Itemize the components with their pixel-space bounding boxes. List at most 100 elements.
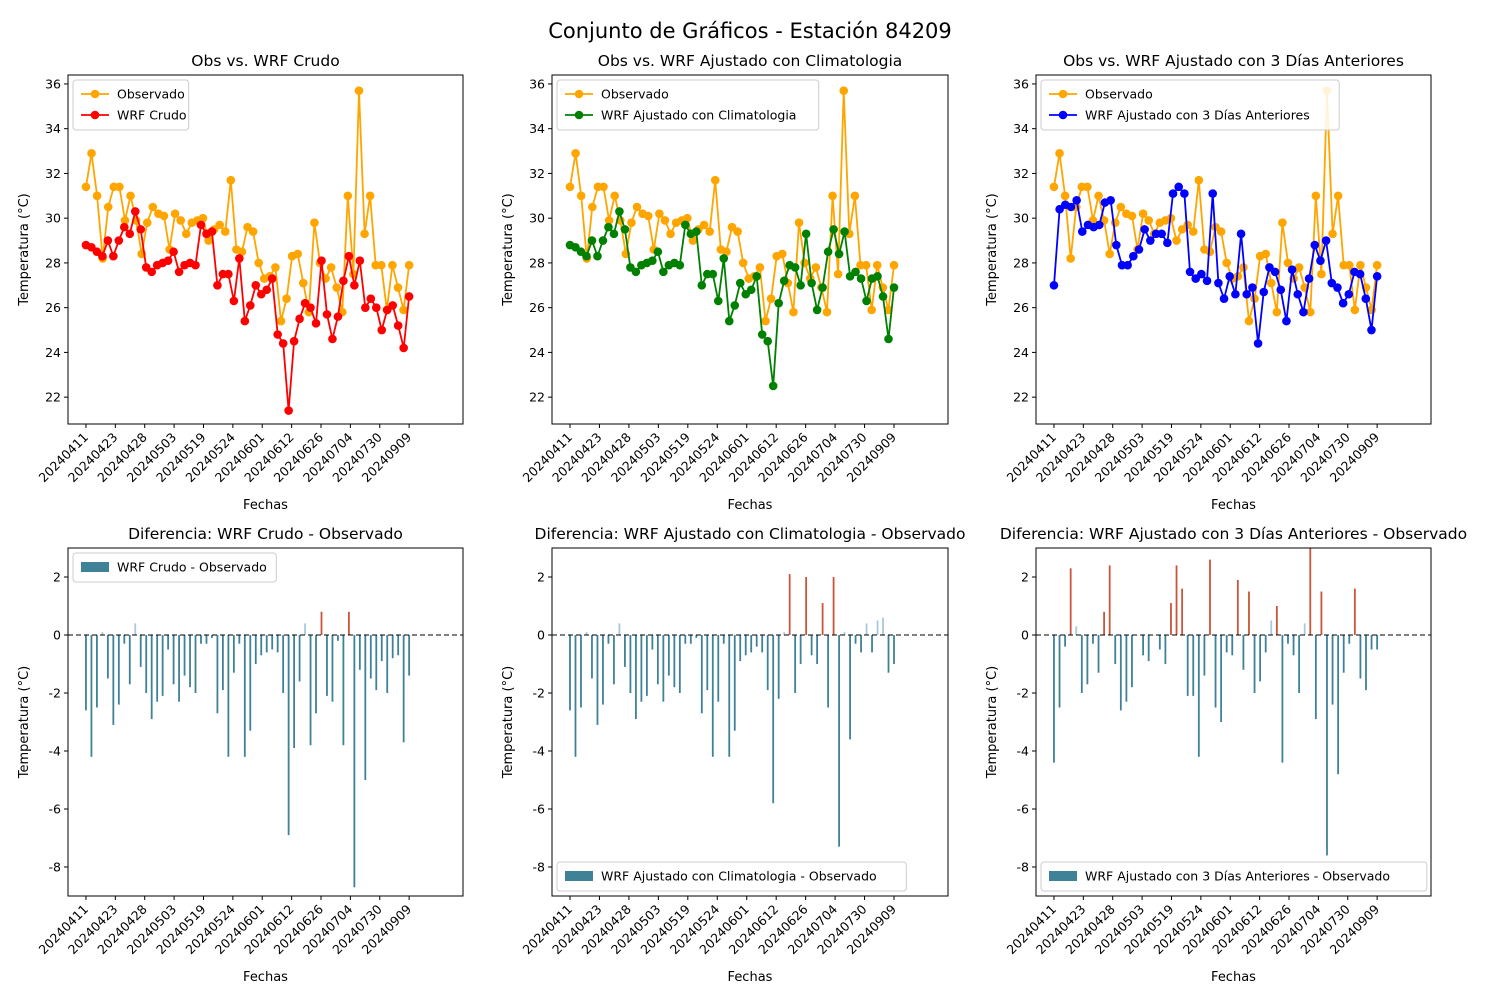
- series-point-1: [361, 303, 370, 312]
- bar: [298, 635, 301, 682]
- bar: [205, 635, 208, 644]
- series-point-1: [1299, 307, 1308, 317]
- series-point-0: [1244, 316, 1254, 326]
- bar: [1225, 635, 1228, 653]
- series-point-0: [699, 220, 709, 230]
- series-point-1: [355, 256, 365, 265]
- series-point-1: [1248, 283, 1257, 292]
- bar: [402, 635, 405, 743]
- y-tick-label: 26: [1013, 300, 1029, 315]
- y-axis-label: Temperatura (°C): [501, 193, 516, 306]
- series-point-0: [198, 213, 208, 223]
- series-line-1: [1053, 185, 1378, 344]
- bar: [656, 635, 659, 685]
- series-point-0: [293, 249, 302, 259]
- bar: [320, 611, 323, 635]
- series-point-0: [1344, 260, 1354, 270]
- series-point-1: [659, 267, 668, 277]
- series-point-0: [226, 175, 236, 185]
- legend-label: Observado: [1085, 87, 1153, 102]
- series-point-1: [240, 316, 250, 326]
- series-point-1: [1123, 260, 1132, 270]
- bar: [397, 635, 400, 656]
- series-point-1: [1344, 289, 1354, 299]
- legend-marker: [90, 89, 100, 99]
- series-point-1: [856, 274, 866, 283]
- bar: [1175, 565, 1178, 635]
- bar: [1053, 635, 1055, 763]
- series-point-1: [620, 225, 630, 234]
- series-point-0: [298, 278, 308, 288]
- series-point-0: [872, 260, 882, 270]
- bar: [662, 635, 665, 702]
- legend-box: [72, 552, 277, 583]
- series-point-1: [317, 256, 326, 265]
- series-point-0: [399, 305, 408, 315]
- series-point-1: [653, 247, 663, 257]
- bar: [634, 635, 637, 720]
- y-tick-label: 32: [45, 166, 61, 181]
- bar: [684, 635, 687, 644]
- series-point-0: [688, 236, 698, 245]
- bar: [849, 635, 851, 740]
- y-tick-label: 24: [529, 345, 545, 360]
- series-point-1: [1146, 236, 1155, 245]
- series-point-1: [1225, 272, 1235, 281]
- x-axis-label: Fechas: [1211, 970, 1256, 985]
- series-point-1: [196, 220, 206, 230]
- series-point-1: [724, 316, 734, 326]
- series-point-0: [81, 182, 91, 192]
- y-tick-label: -4: [533, 744, 546, 759]
- series-point-0: [833, 269, 843, 279]
- bar: [161, 635, 164, 696]
- series-point-1: [1134, 245, 1144, 254]
- bar: [865, 623, 868, 635]
- legend-label: WRF Crudo - Observado: [117, 560, 267, 575]
- bar: [1253, 635, 1256, 693]
- legend-label: WRF Ajustado con 3 Días Anteriores: [1085, 108, 1310, 123]
- y-tick-label: -6: [533, 802, 546, 817]
- bar: [629, 635, 632, 693]
- series-point-1: [322, 310, 332, 319]
- bar: [1348, 635, 1351, 644]
- series-point-1: [823, 247, 833, 257]
- series-point-1: [1197, 269, 1206, 279]
- series-point-0: [282, 294, 291, 304]
- series-point-0: [722, 247, 731, 257]
- series-point-0: [571, 149, 580, 158]
- legend-label: WRF Ajustado con Climatologia - Observad…: [601, 869, 877, 884]
- bar: [816, 635, 819, 664]
- series-point-1: [229, 296, 239, 306]
- series-point-0: [404, 260, 414, 270]
- series-point-1: [350, 280, 359, 290]
- series-point-1: [163, 256, 173, 265]
- legend: WRF Ajustado con 3 Días Anteriores - Obs…: [1040, 861, 1428, 892]
- bar: [695, 635, 698, 638]
- series-point-1: [609, 229, 619, 239]
- series-point-0: [1272, 307, 1282, 317]
- bar: [90, 635, 93, 757]
- bar: [805, 577, 808, 635]
- bar: [1281, 635, 1284, 763]
- legend-label: WRF Crudo: [117, 108, 187, 123]
- bar: [1158, 635, 1161, 650]
- bar: [150, 635, 153, 720]
- series-point-1: [1231, 289, 1240, 299]
- plot-frame: [67, 74, 464, 425]
- bar: [243, 635, 246, 757]
- bar: [1136, 635, 1139, 636]
- y-tick-label: 28: [1013, 255, 1029, 270]
- series-point-1: [1236, 229, 1246, 239]
- legend-box: [556, 79, 820, 131]
- y-tick-label: -6: [49, 802, 62, 817]
- series-point-0: [170, 209, 180, 219]
- series-point-1: [774, 298, 783, 308]
- series-point-0: [599, 182, 608, 192]
- bar: [123, 635, 126, 644]
- series-point-1: [169, 247, 178, 257]
- y-tick-label: 30: [1013, 211, 1029, 226]
- series-point-0: [181, 229, 191, 239]
- bar: [1264, 635, 1267, 653]
- series-point-1: [746, 285, 756, 295]
